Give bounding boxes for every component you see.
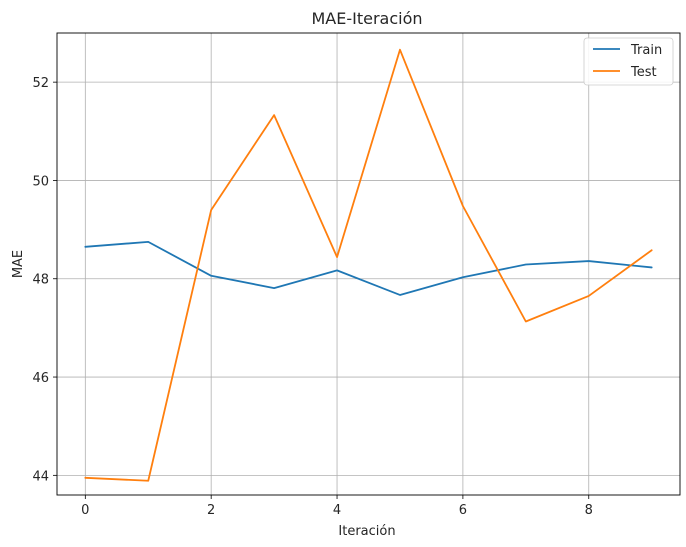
- y-tick-label: 52: [32, 76, 49, 91]
- y-axis-label: MAE: [11, 250, 26, 278]
- x-tick-label: 6: [459, 503, 467, 518]
- x-tick-label: 2: [207, 503, 215, 518]
- y-tick-label: 44: [32, 469, 49, 484]
- x-tick-label: 8: [585, 503, 593, 518]
- plot-frame: [56, 32, 681, 496]
- grid: [57, 33, 680, 495]
- legend-label-test: Test: [630, 65, 657, 80]
- y-tick-label: 46: [32, 371, 49, 386]
- x-tick-label: 4: [333, 503, 341, 518]
- x-axis-label: Iteración: [338, 524, 395, 539]
- series-line-train: [84, 240, 653, 296]
- series-line-test: [84, 48, 653, 482]
- y-tick-label: 48: [32, 273, 49, 288]
- legend: Train Test: [583, 37, 674, 86]
- series-lines: [84, 48, 653, 482]
- x-tick-label: 0: [81, 503, 89, 518]
- legend-label-train: Train: [630, 43, 662, 58]
- y-tick-label: 50: [32, 174, 49, 189]
- chart-title: MAE-Iteración: [311, 9, 422, 28]
